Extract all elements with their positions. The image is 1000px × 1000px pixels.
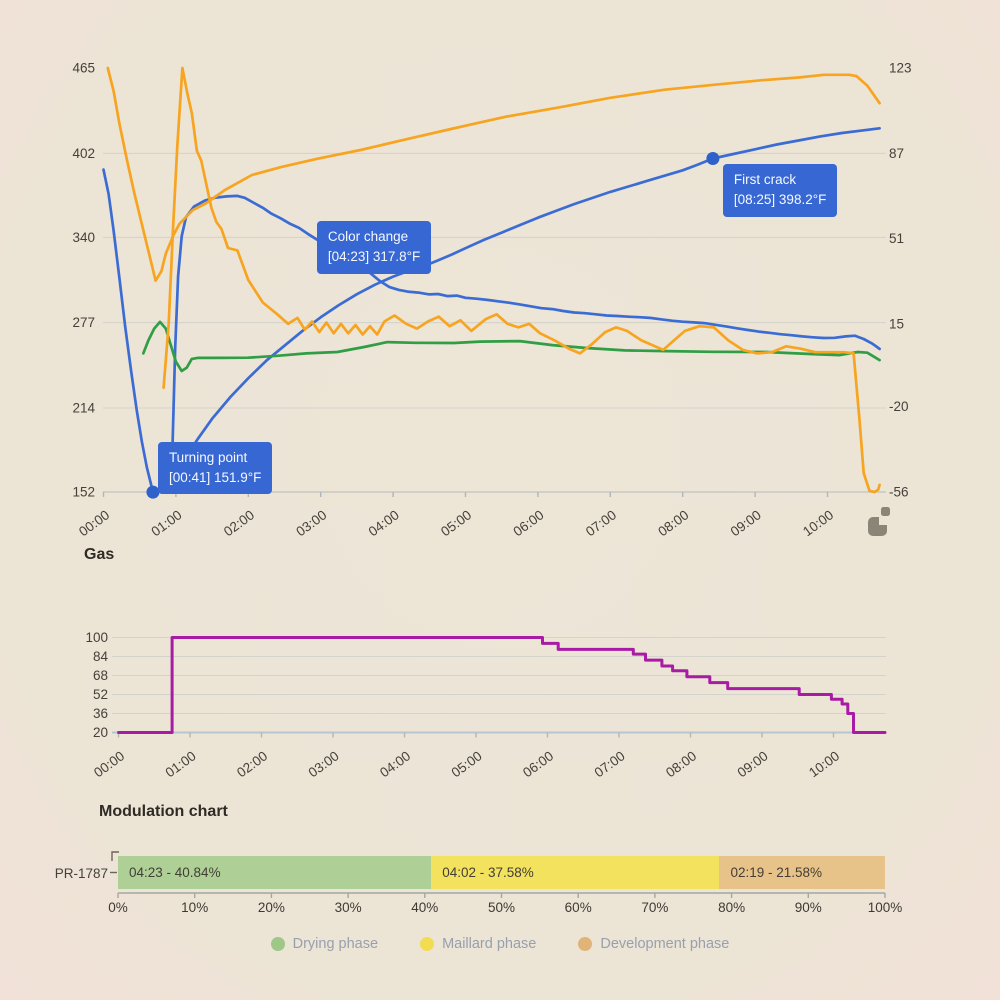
legend-item-drying[interactable]: Drying phase (270, 936, 379, 952)
modulation-segment-drying[interactable]: 04:23 - 40.84% (118, 856, 432, 889)
legend-label: Drying phase (292, 936, 379, 952)
x-tick-label: 03:00 (293, 507, 329, 539)
annotation-title: First crack (733, 172, 797, 188)
annotation-dot[interactable] (146, 485, 160, 499)
x-tick-label: 07:00 (583, 507, 619, 539)
x-tick-label: 06:00 (520, 748, 556, 780)
gas-y-label: 52 (93, 687, 108, 702)
x-tick-label: 04:00 (377, 748, 413, 780)
x-tick-label: 09:00 (735, 748, 771, 780)
gas-y-label: 20 (93, 725, 108, 740)
annotation-detail: [04:23] 317.8°F (327, 248, 421, 264)
modulation-x-label: 20% (258, 900, 285, 915)
y-left-label: 340 (72, 230, 95, 245)
gas-chart-title: Gas (84, 546, 115, 563)
y-left-label: 402 (72, 146, 95, 161)
legend-label: Development phase (600, 936, 730, 952)
modulation-x-label: 60% (565, 900, 592, 915)
series-ror-blue[interactable] (170, 194, 881, 456)
annotation-title: Turning point (168, 450, 248, 466)
annotation-detail: [08:25] 398.2°F (733, 192, 827, 208)
modulation-x-label: 80% (718, 900, 745, 915)
y-left-label: 152 (72, 485, 95, 500)
annotation-title: Color change (327, 229, 409, 245)
modulation-x-label: 40% (411, 900, 438, 915)
gas-y-label: 36 (93, 706, 108, 721)
modulation-segment-maillard[interactable]: 04:02 - 37.58% (431, 856, 720, 889)
row-bracket (111, 851, 119, 861)
phase-legend: Drying phase Maillard phase Development … (0, 936, 1000, 952)
x-tick-label: 06:00 (511, 507, 547, 539)
modulation-x-label: 30% (335, 900, 362, 915)
y-right-label: -20 (889, 399, 909, 414)
modulation-x-label: 50% (488, 900, 515, 915)
series-temp-blue[interactable] (102, 126, 881, 494)
modulation-x-label: 70% (641, 900, 668, 915)
x-tick-label: 02:00 (234, 748, 270, 780)
series-ror-green[interactable] (141, 320, 881, 373)
x-tick-label: 05:00 (438, 507, 474, 539)
y-left-label: 214 (72, 401, 95, 416)
legend-label: Maillard phase (442, 936, 537, 952)
modulation-x-label: 100% (868, 900, 903, 915)
gas-y-label: 100 (85, 630, 108, 645)
x-tick-label: 01:00 (149, 507, 185, 539)
series-temp-orange[interactable] (106, 66, 881, 283)
series-gas-level[interactable] (117, 636, 887, 734)
x-tick-label: 08:00 (655, 507, 691, 539)
modulation-x-label: 10% (181, 900, 208, 915)
x-tick-label: 08:00 (663, 748, 699, 780)
x-tick-label: 03:00 (306, 748, 342, 780)
development-phase-dot (578, 937, 593, 951)
x-tick-label: 02:00 (221, 507, 257, 539)
drying-phase-dot (270, 937, 285, 951)
x-tick-label: 07:00 (592, 748, 628, 780)
x-tick-label: 00:00 (76, 507, 112, 539)
y-right-label: -56 (889, 485, 909, 500)
annotation-color-change[interactable]: Color change [04:23] 317.8°F (316, 221, 432, 274)
legend-item-development[interactable]: Development phase (578, 936, 729, 952)
y-right-label: 87 (889, 146, 904, 161)
modulation-bar: 04:23 - 40.84% 04:02 - 37.58% 02:19 - 21… (118, 856, 885, 889)
annotation-detail: [00:41] 151.9°F (168, 469, 262, 485)
modulation-x-label: 0% (108, 900, 128, 915)
annotation-first-crack[interactable]: First crack [08:25] 398.2°F (722, 164, 838, 217)
annotation-turning-point[interactable]: Turning point [00:41] 151.9°F (157, 442, 273, 495)
modulation-segment-development[interactable]: 02:19 - 21.58% (719, 856, 885, 889)
modulation-row-label: PR-1787 (54, 866, 108, 881)
y-right-label: 51 (889, 231, 904, 246)
x-tick-label: 09:00 (728, 507, 764, 539)
annotation-dot[interactable] (706, 151, 720, 165)
series-ror-orange[interactable] (162, 66, 881, 494)
legend-item-maillard[interactable]: Maillard phase (420, 936, 536, 952)
y-left-label: 465 (72, 61, 95, 76)
gas-y-label: 84 (93, 649, 109, 664)
segment-label: 04:02 - 37.58% (442, 865, 534, 880)
segment-label: 02:19 - 21.58% (730, 865, 823, 880)
modulation-x-label: 90% (795, 900, 822, 915)
gas-y-label: 68 (93, 668, 108, 683)
x-tick-label: 01:00 (163, 748, 199, 780)
app-logo-icon[interactable] (866, 505, 898, 537)
modulation-chart-title: Modulation chart (99, 803, 228, 820)
y-right-label: 15 (889, 316, 904, 331)
x-tick-label: 10:00 (806, 748, 842, 780)
x-tick-label: 04:00 (366, 507, 402, 539)
segment-label: 04:23 - 40.84% (129, 865, 221, 880)
x-tick-label: 05:00 (449, 748, 485, 780)
x-tick-label: 00:00 (91, 748, 127, 780)
y-left-label: 277 (72, 315, 95, 330)
maillard-phase-dot (420, 937, 435, 951)
x-tick-label: 10:00 (800, 507, 836, 539)
y-right-label: 123 (889, 61, 912, 76)
